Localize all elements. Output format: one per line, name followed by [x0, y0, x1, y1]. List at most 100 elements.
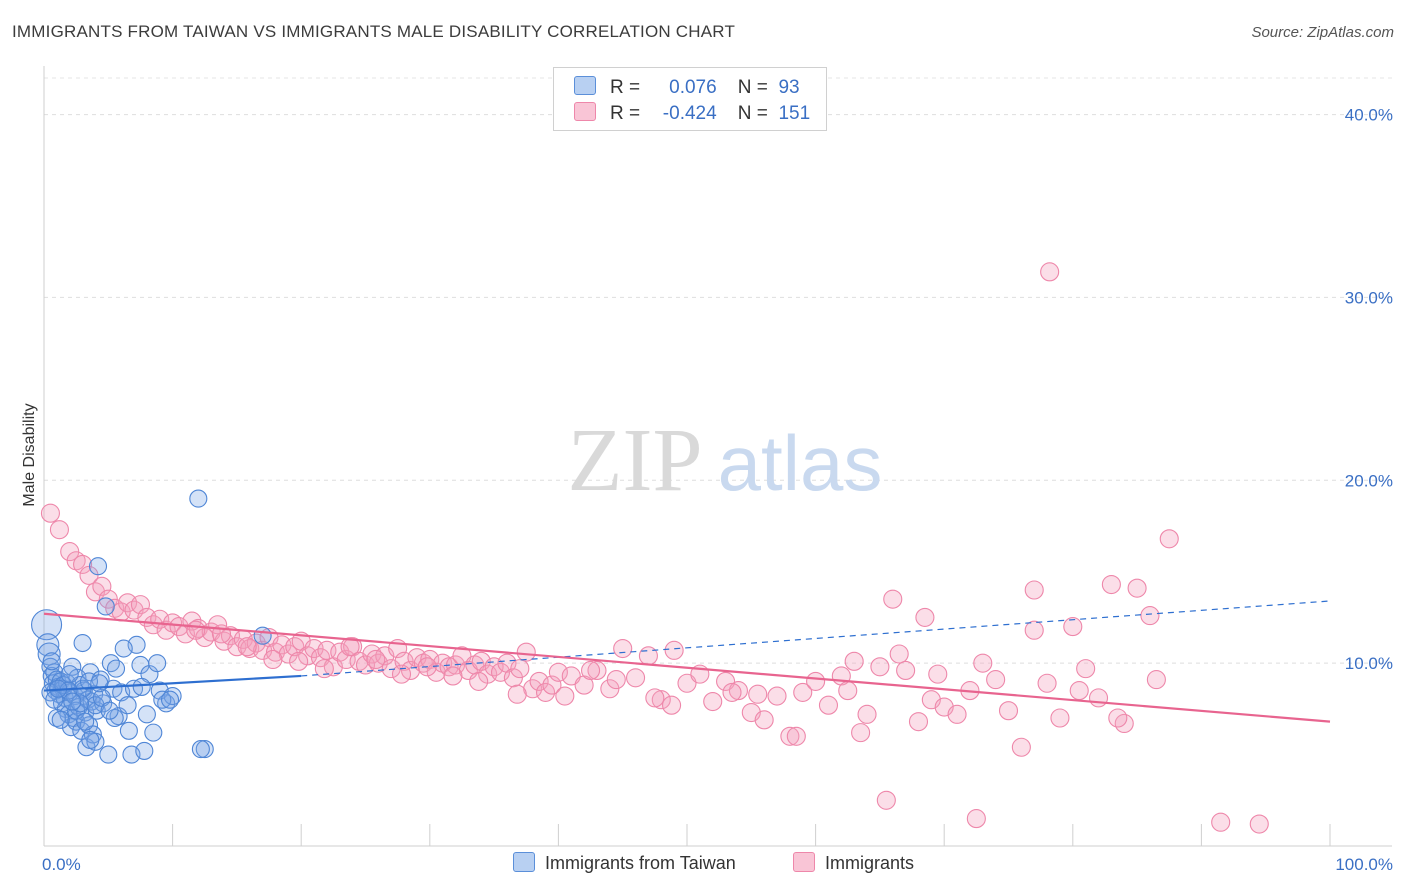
immigrants-point [638, 646, 658, 666]
bottom-legend-taiwan[interactable]: Immigrants from Taiwan [513, 852, 736, 876]
y-tick-label: 10.0% [1345, 654, 1393, 673]
x-tick-label-min: 0.0% [42, 855, 81, 874]
taiwan-trend-line [43, 674, 302, 692]
immigrants-point [645, 688, 665, 708]
immigrants-point [728, 681, 748, 701]
immigrants-point [1024, 580, 1044, 600]
immigrants-point [857, 704, 877, 724]
immigrants-point [465, 655, 485, 675]
immigrants-point [889, 644, 909, 664]
taiwan-point [153, 690, 172, 709]
immigrants-point [285, 637, 305, 657]
taiwan-point [135, 741, 154, 760]
immigrants-point [310, 648, 331, 668]
taiwan-point [144, 723, 163, 742]
x-tick-label-max: 100.0% [1335, 855, 1393, 874]
taiwan-point [42, 652, 61, 671]
immigrants-point [966, 809, 986, 829]
taiwan-r-value: 0.076 [669, 77, 717, 98]
taiwan-swatch [574, 76, 596, 95]
immigrants-point [806, 671, 826, 691]
taiwan-point [189, 489, 208, 508]
y-tick-label: 30.0% [1345, 288, 1393, 307]
immigrants-point [263, 649, 283, 670]
immigrants-point [1127, 578, 1147, 598]
immigrants-point [1114, 713, 1134, 734]
immigrants-point [1069, 681, 1089, 701]
immigrants-point [516, 642, 536, 662]
immigrants-point [413, 653, 433, 673]
axes [43, 66, 1392, 847]
taiwan-legend-swatch [513, 852, 535, 872]
immigrants-point [851, 723, 871, 743]
immigrants-point [535, 682, 556, 702]
taiwan-point [63, 692, 82, 711]
immigrants-point [928, 664, 948, 684]
immigrants-point [947, 704, 967, 724]
immigrants-r-value: -0.424 [662, 103, 717, 124]
immigrants-point [1211, 812, 1231, 832]
series-immigrants [40, 262, 1269, 834]
taiwan-point [73, 633, 92, 653]
immigrants-point [998, 701, 1019, 721]
taiwan-point [132, 677, 151, 696]
immigrants-point [767, 686, 787, 706]
immigrants-point [548, 662, 568, 682]
series-taiwan [31, 489, 272, 764]
taiwan-point [101, 654, 120, 673]
immigrants-point [1024, 620, 1044, 640]
immigrants-point [507, 684, 527, 704]
immigrants-point [1140, 606, 1160, 626]
immigrants-point [716, 671, 736, 691]
taiwan-point [63, 657, 82, 676]
bottom-legend-immigrants[interactable]: Immigrants [793, 852, 914, 876]
immigrants-point [818, 695, 839, 715]
immigrants-point [1159, 529, 1179, 549]
immigrants-point [606, 670, 626, 690]
immigrants-point [754, 710, 774, 730]
immigrants-point [793, 682, 813, 702]
immigrants-point [587, 660, 607, 681]
immigrants-point [289, 651, 309, 671]
taiwan-point [195, 740, 214, 759]
gridlines [44, 77, 1392, 664]
immigrants-point [1249, 814, 1269, 834]
taiwan-point [45, 690, 64, 709]
taiwan-point [106, 659, 126, 678]
taiwan-point [31, 609, 63, 641]
r-label: R = [610, 103, 641, 124]
immigrants-point [529, 671, 549, 691]
axis-labels: 10.0% 20.0% 30.0% 40.0% 0.0% 100.0% [42, 106, 1393, 874]
immigrants-point [677, 673, 697, 693]
immigrants-point [780, 726, 800, 746]
immigrants-trend-line [43, 612, 1331, 723]
immigrants-point [156, 620, 176, 640]
immigrants-point [66, 551, 86, 571]
trend-lines [43, 600, 1331, 723]
immigrants-point [1108, 708, 1128, 728]
immigrants-point [1037, 673, 1057, 693]
immigrants-point [1076, 659, 1096, 679]
immigrants-point [722, 682, 742, 702]
immigrants-point [844, 651, 864, 671]
taiwan-point [81, 730, 100, 749]
immigrants-point [986, 670, 1006, 690]
taiwan-legend-label: Immigrants from Taiwan [545, 853, 736, 873]
taiwan-point [100, 701, 119, 720]
immigrants-point [786, 726, 806, 746]
taiwan-point [86, 696, 105, 715]
taiwan-point [51, 710, 70, 729]
taiwan-point [60, 665, 79, 684]
immigrants-point [651, 690, 671, 710]
immigrants-point [1011, 737, 1031, 757]
y-tick-label: 40.0% [1345, 106, 1393, 125]
immigrants-point [214, 631, 234, 651]
y-axis-title: Male Disability [21, 403, 38, 506]
taiwan-point [119, 721, 138, 740]
correlation-legend: R = 0.076 N = 93 R = -0.424 N = 151 [553, 67, 827, 131]
immigrants-point [391, 664, 412, 684]
immigrants-point [1101, 574, 1121, 595]
immigrants-point [626, 668, 646, 688]
immigrants-point [555, 686, 575, 706]
taiwan-point [36, 633, 60, 657]
